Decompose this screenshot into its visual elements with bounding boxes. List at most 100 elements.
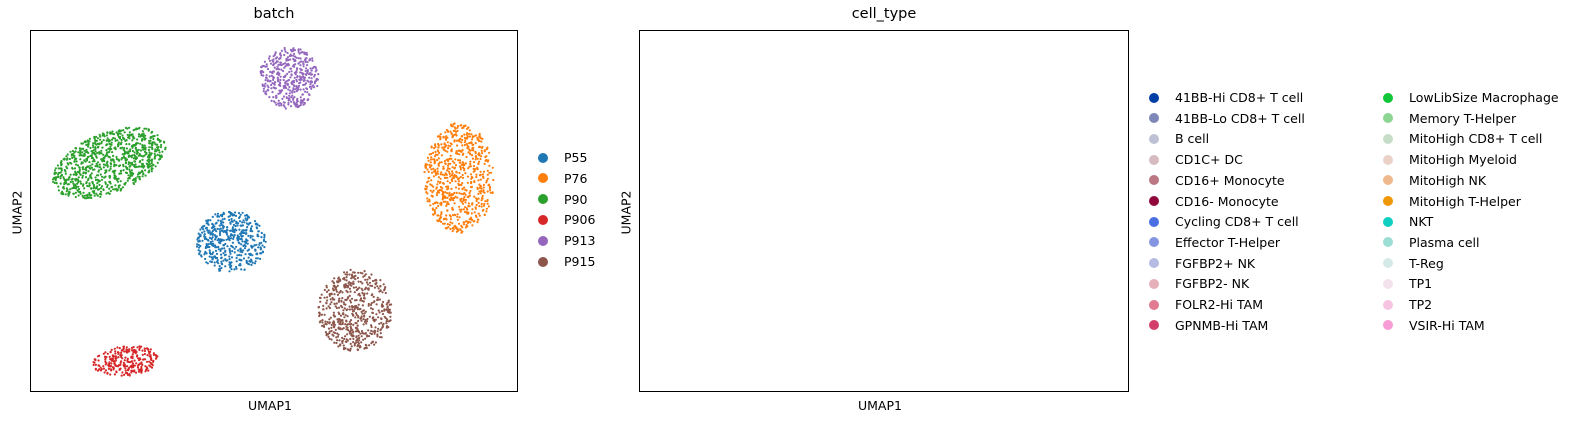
batch-point	[429, 161, 432, 164]
batch-point	[303, 98, 306, 101]
batch-point	[88, 161, 91, 164]
batch-point	[209, 233, 212, 236]
batch-point	[260, 236, 263, 239]
batch-point	[204, 236, 207, 239]
batch-point	[230, 220, 233, 223]
batch-point	[452, 129, 455, 132]
batch-point	[305, 67, 308, 70]
batch-point	[463, 186, 466, 189]
batch-point	[488, 171, 491, 174]
batch-point	[127, 152, 130, 155]
batch-point	[334, 328, 337, 331]
batch-point	[109, 365, 113, 368]
batch-point	[80, 142, 83, 145]
batch-point	[125, 346, 128, 349]
batch-point	[434, 153, 438, 156]
batch-point	[445, 192, 449, 195]
batch-point	[278, 57, 281, 60]
batch-point	[376, 335, 379, 338]
batch-point	[91, 144, 95, 147]
batch-point	[225, 229, 228, 232]
batch-point	[360, 335, 363, 338]
batch-point	[129, 148, 132, 151]
batch-point	[275, 60, 278, 63]
batch-point	[133, 348, 136, 352]
batch-point	[466, 144, 469, 147]
batch-point	[445, 214, 448, 217]
batch-point	[466, 211, 469, 214]
batch-point	[102, 139, 105, 142]
batch-point	[211, 215, 214, 218]
batch-point	[236, 254, 239, 257]
batch-point	[290, 54, 293, 57]
batch-point	[253, 262, 257, 265]
batch-point	[152, 353, 155, 356]
batch-point	[133, 144, 136, 147]
batch-point	[77, 185, 80, 188]
batch-point	[118, 347, 121, 350]
batch-point	[118, 137, 122, 140]
batch-point	[460, 124, 463, 127]
batch-point	[136, 151, 139, 154]
batch-point	[60, 167, 63, 170]
batch-point	[285, 96, 288, 100]
batch-point	[234, 225, 237, 228]
batch-point	[131, 146, 134, 149]
batch-point	[320, 293, 323, 296]
batch-point	[67, 183, 70, 186]
batch-point	[74, 184, 77, 187]
batch-point	[98, 163, 101, 166]
batch-point	[361, 291, 364, 295]
batch-point	[486, 202, 489, 205]
batch-point	[356, 287, 359, 291]
batch-point	[133, 154, 136, 157]
batch-point	[198, 252, 201, 255]
batch-point	[381, 325, 385, 328]
batch-point	[483, 202, 486, 206]
batch-point	[55, 181, 58, 184]
batch-point	[140, 365, 143, 368]
batch-point	[230, 233, 233, 236]
batch-point	[249, 253, 252, 257]
batch-point	[440, 154, 443, 157]
batch-point	[472, 170, 475, 173]
batch-point	[159, 146, 163, 149]
batch-point	[365, 281, 368, 284]
batch-point	[86, 196, 89, 199]
batch-point	[127, 174, 130, 177]
batch-point	[270, 62, 273, 65]
batch-point	[199, 235, 202, 238]
batch-point	[208, 229, 211, 232]
batch-point	[131, 179, 135, 182]
batch-point	[130, 145, 133, 148]
batch-point	[465, 189, 468, 192]
batch-point	[304, 90, 307, 93]
batch-point	[197, 249, 200, 252]
batch-point	[286, 79, 289, 82]
batch-point	[209, 231, 212, 234]
batch-point	[207, 238, 210, 242]
batch-point	[438, 161, 441, 164]
batch-point	[111, 151, 114, 154]
batch-point	[75, 187, 78, 190]
batch-point	[94, 359, 97, 362]
batch-point	[355, 313, 358, 316]
batch-point	[447, 159, 450, 163]
batch-point	[130, 174, 133, 177]
batch-point	[142, 164, 145, 168]
batch-point	[444, 196, 447, 199]
batch-point	[477, 201, 480, 204]
batch-point	[86, 157, 89, 160]
batch-point	[330, 329, 333, 332]
batch-point	[135, 127, 138, 130]
batch-point	[64, 172, 67, 175]
batch-point	[299, 81, 302, 84]
batch-point	[81, 161, 84, 164]
batch-point	[446, 167, 450, 170]
batch-point	[424, 188, 427, 191]
batch-point	[295, 80, 298, 83]
batch-point	[142, 173, 145, 176]
batch-point	[442, 218, 445, 221]
batch-point	[450, 123, 453, 126]
batch-point	[465, 155, 468, 159]
